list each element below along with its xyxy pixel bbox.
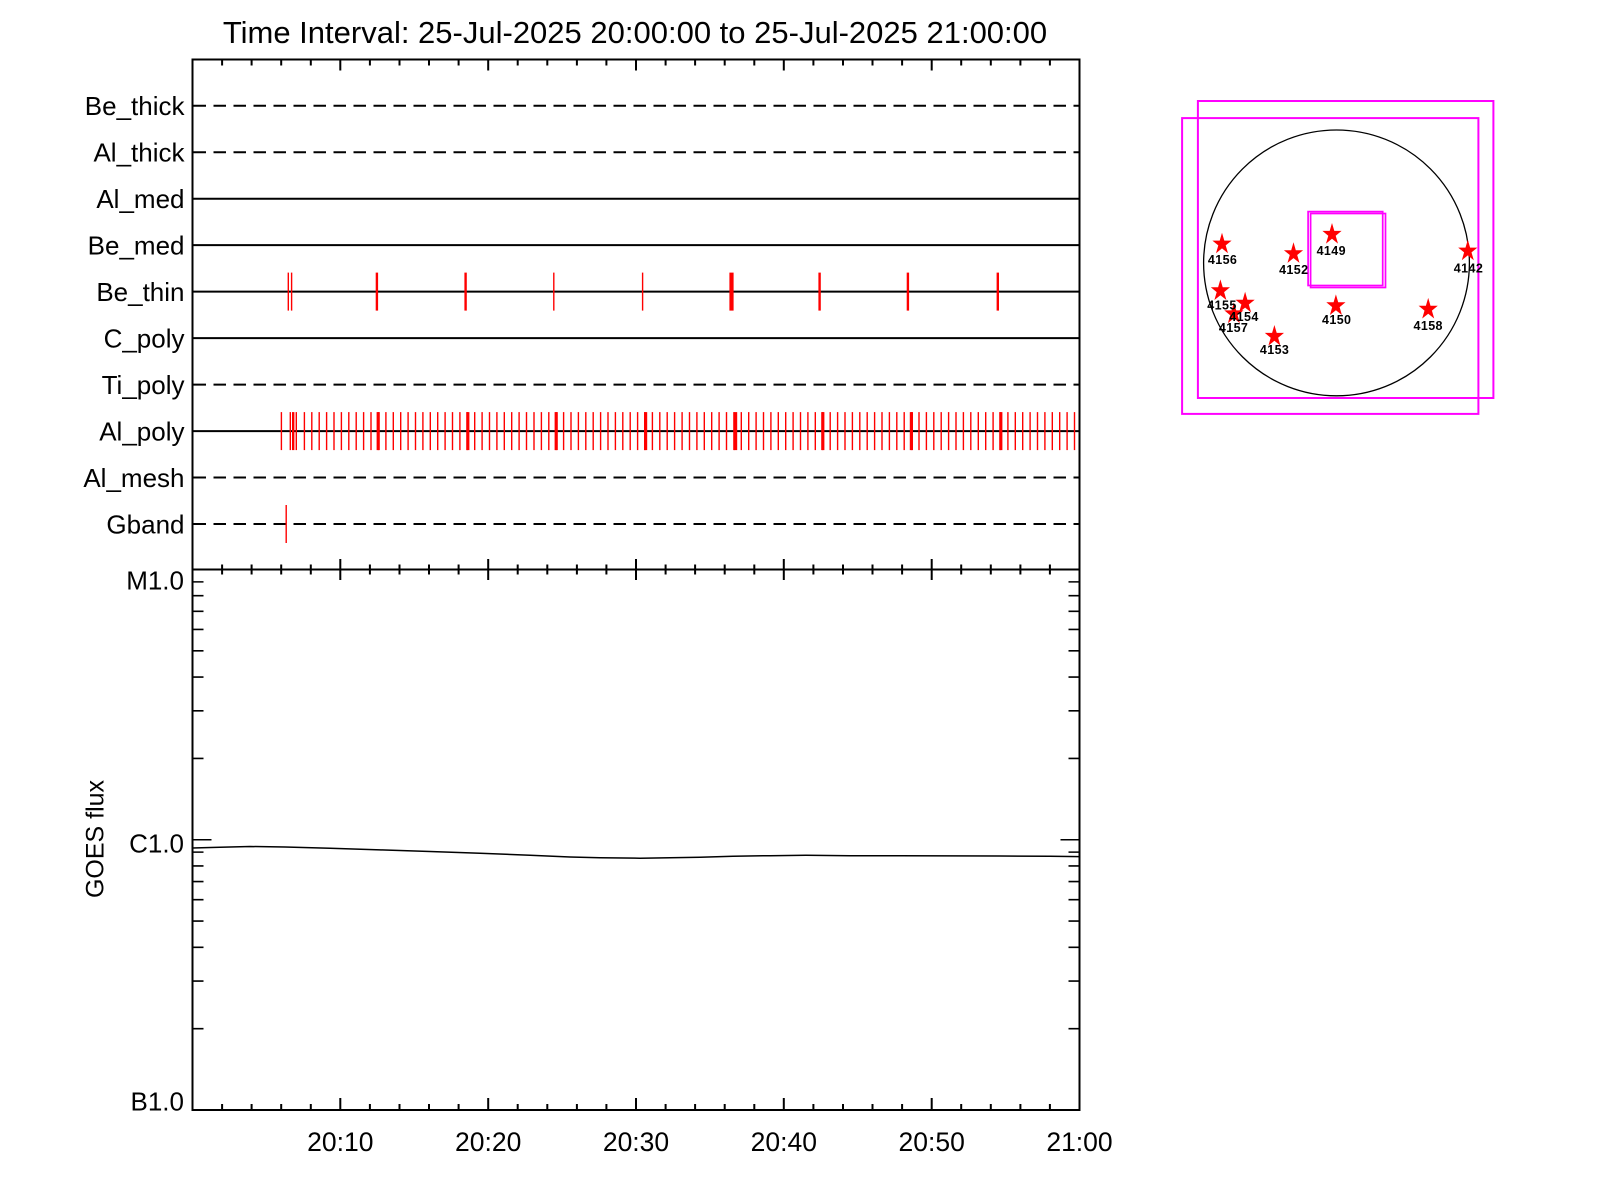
svg-text:4156: 4156 [1208, 253, 1237, 267]
svg-text:4149: 4149 [1317, 244, 1346, 258]
svg-text:C_poly: C_poly [104, 324, 185, 354]
svg-text:4142: 4142 [1454, 262, 1483, 276]
svg-text:4155: 4155 [1207, 298, 1236, 312]
svg-text:4153: 4153 [1260, 343, 1289, 357]
svg-text:Gband: Gband [106, 510, 184, 540]
svg-text:Ti_poly: Ti_poly [102, 370, 185, 400]
svg-text:Al_mesh: Al_mesh [83, 463, 184, 493]
svg-text:21:00: 21:00 [1046, 1127, 1112, 1157]
svg-text:4158: 4158 [1413, 319, 1442, 333]
svg-text:4150: 4150 [1322, 313, 1351, 327]
svg-text:Be_med: Be_med [88, 231, 185, 261]
svg-text:20:40: 20:40 [751, 1127, 817, 1157]
svg-text:20:50: 20:50 [899, 1127, 965, 1157]
svg-text:Al_poly: Al_poly [99, 417, 184, 447]
svg-text:Al_med: Al_med [96, 184, 184, 214]
svg-text:20:30: 20:30 [603, 1127, 669, 1157]
svg-text:Be_thin: Be_thin [96, 277, 184, 307]
svg-text:20:10: 20:10 [307, 1127, 373, 1157]
svg-text:4154: 4154 [1229, 310, 1258, 324]
svg-text:M1.0: M1.0 [126, 566, 184, 596]
svg-text:4152: 4152 [1279, 263, 1308, 277]
svg-text:Be_thick: Be_thick [85, 91, 186, 121]
svg-text:C1.0: C1.0 [129, 829, 184, 859]
svg-text:20:20: 20:20 [455, 1127, 521, 1157]
svg-text:Time Interval: 25-Jul-2025 20:: Time Interval: 25-Jul-2025 20:00:00 to 2… [223, 15, 1047, 50]
svg-text:Al_thick: Al_thick [93, 138, 185, 168]
svg-text:4157: 4157 [1219, 321, 1248, 335]
svg-text:GOES flux: GOES flux [82, 779, 110, 898]
svg-text:B1.0: B1.0 [131, 1087, 185, 1117]
